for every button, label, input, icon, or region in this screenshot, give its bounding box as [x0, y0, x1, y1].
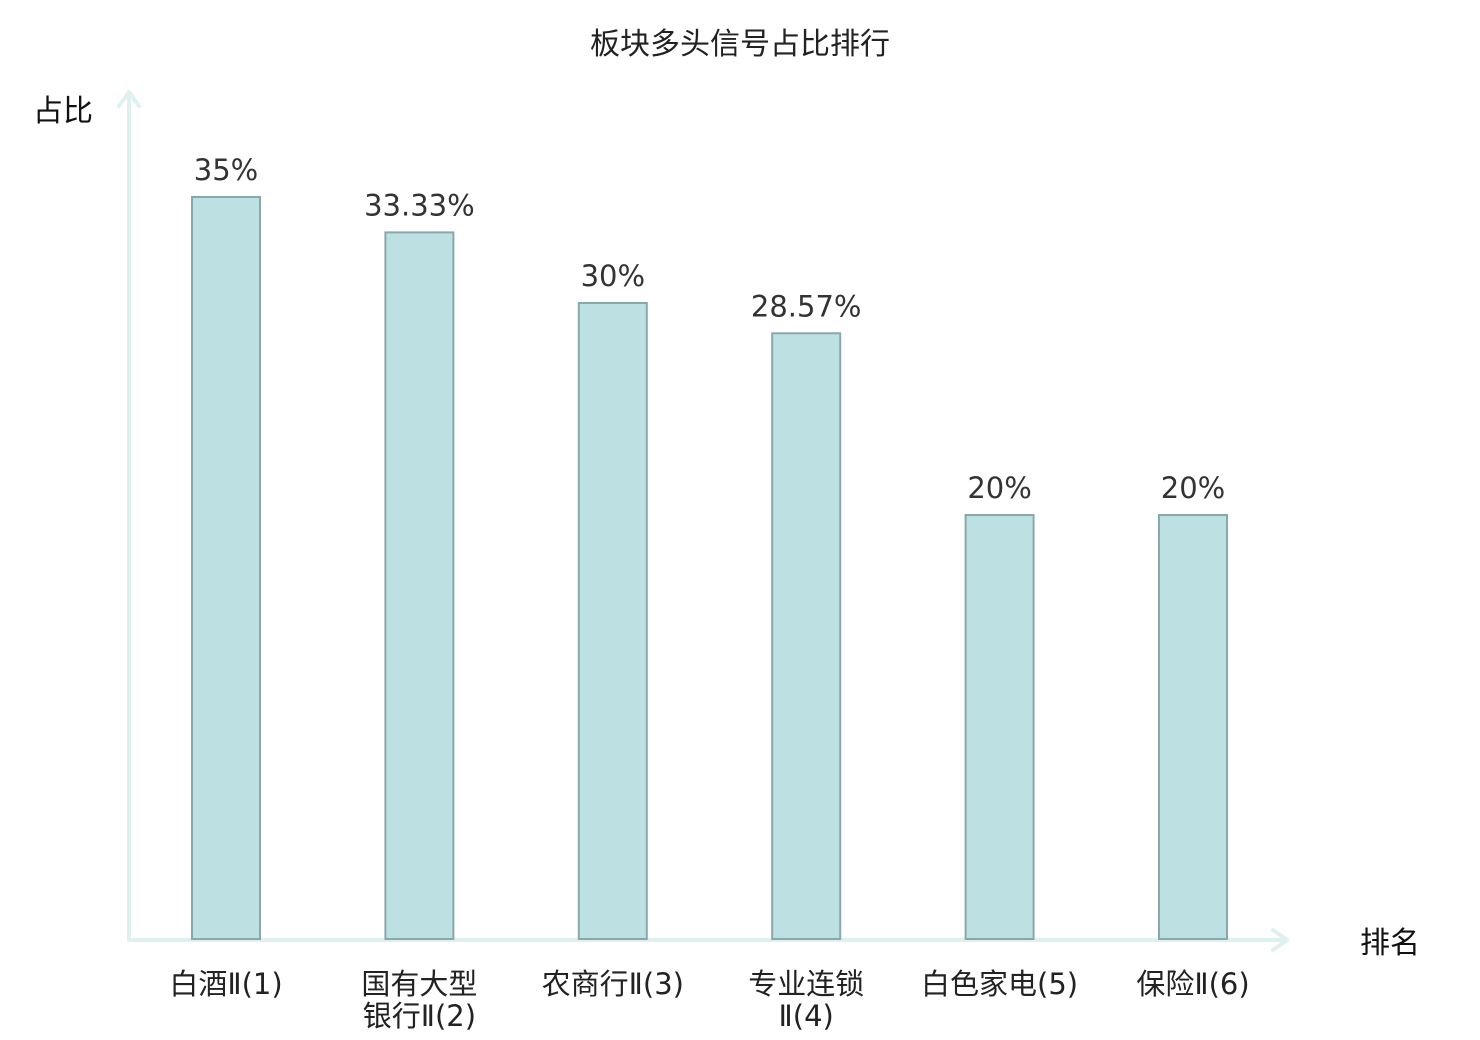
chart-title: 板块多头信号占比排行 [590, 27, 890, 62]
value-label-5: 20% [967, 471, 1031, 505]
category-label-3: 农商行Ⅱ(3) [542, 967, 684, 1001]
x-axis [127, 928, 1289, 952]
category-label-2: 国有大型银行Ⅱ(2) [361, 967, 477, 1033]
value-label-1: 35% [194, 153, 258, 187]
category-label-4: 专业连锁 Ⅱ(4) [748, 967, 864, 1033]
value-label-3: 30% [581, 259, 645, 293]
category-label-6: 保险Ⅱ(6) [1136, 967, 1249, 1001]
y-axis [117, 90, 141, 942]
bar-3 [577, 302, 648, 940]
y-axis-label: 占比 [33, 94, 93, 129]
bar-4 [771, 332, 842, 940]
value-label-2: 33.33% [364, 188, 475, 222]
value-label-4: 28.57% [751, 289, 862, 323]
x-axis-label: 排名 [1360, 926, 1420, 961]
value-label-6: 20% [1161, 471, 1225, 505]
category-label-1: 白酒Ⅱ(1) [169, 967, 282, 1001]
bar-6 [1158, 514, 1228, 940]
value-labels-group: 35% 33.33% 30% 28.57% 20% 20% [194, 153, 1225, 505]
category-label-5: 白色家电(5) [921, 967, 1078, 1001]
bar-5 [964, 514, 1035, 940]
bar-1 [191, 196, 261, 940]
category-labels-group: 白酒Ⅱ(1) 国有大型银行Ⅱ(2) 农商行Ⅱ(3) 专业连锁 Ⅱ(4) 白色家电(5) 保险… [169, 967, 1249, 1033]
bar-2 [384, 231, 455, 940]
bars-group [191, 196, 1228, 940]
